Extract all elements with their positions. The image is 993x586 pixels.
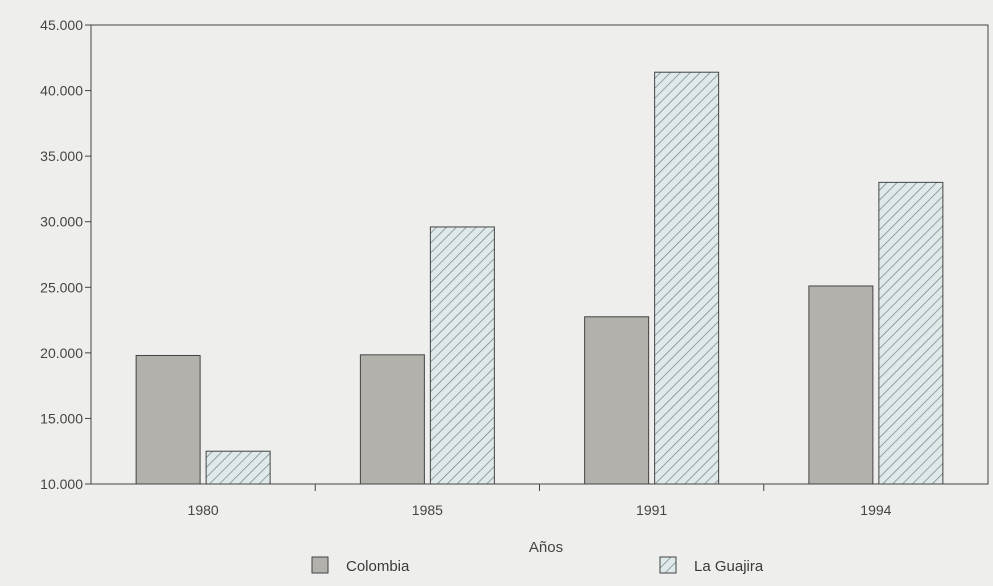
x-tick-label: 1991 bbox=[636, 502, 667, 518]
bar-la-guajira-1985 bbox=[429, 226, 495, 485]
bar-la-guajira-1980 bbox=[205, 450, 271, 485]
plot-area: 10.000 15.000 20.000 25.000 30.000 35.000 40.0… bbox=[40, 17, 989, 518]
y-tick-label: 35.000 bbox=[40, 148, 83, 164]
x-axis-title: Años bbox=[529, 539, 563, 556]
bar-colombia-1994 bbox=[808, 285, 874, 485]
y-tick-label: 10.000 bbox=[40, 476, 83, 492]
x-tick-label: 1994 bbox=[860, 502, 891, 518]
bar-colombia-1991 bbox=[584, 316, 650, 485]
y-tick-label: 20.000 bbox=[40, 345, 83, 361]
legend-label: Colombia bbox=[346, 558, 410, 575]
legend-label: La Guajira bbox=[694, 558, 764, 575]
x-tick-label: 1985 bbox=[412, 502, 443, 518]
y-tick-label: 15.000 bbox=[40, 410, 83, 426]
bar-colombia-1985 bbox=[359, 354, 425, 485]
x-tick-label: 1980 bbox=[188, 502, 219, 518]
legend-swatch bbox=[311, 556, 329, 574]
y-tick-label: 30.000 bbox=[40, 214, 83, 230]
y-tick-label: 45.000 bbox=[40, 17, 83, 33]
bar-colombia-1980 bbox=[135, 354, 201, 485]
legend-swatch bbox=[659, 556, 677, 574]
y-tick-label: 40.000 bbox=[40, 83, 83, 99]
y-tick-label: 25.000 bbox=[40, 279, 83, 295]
bar-la-guajira-1991 bbox=[654, 71, 720, 485]
bar-la-guajira-1994 bbox=[878, 181, 944, 485]
legend: Colombia La Guajira bbox=[311, 556, 764, 575]
